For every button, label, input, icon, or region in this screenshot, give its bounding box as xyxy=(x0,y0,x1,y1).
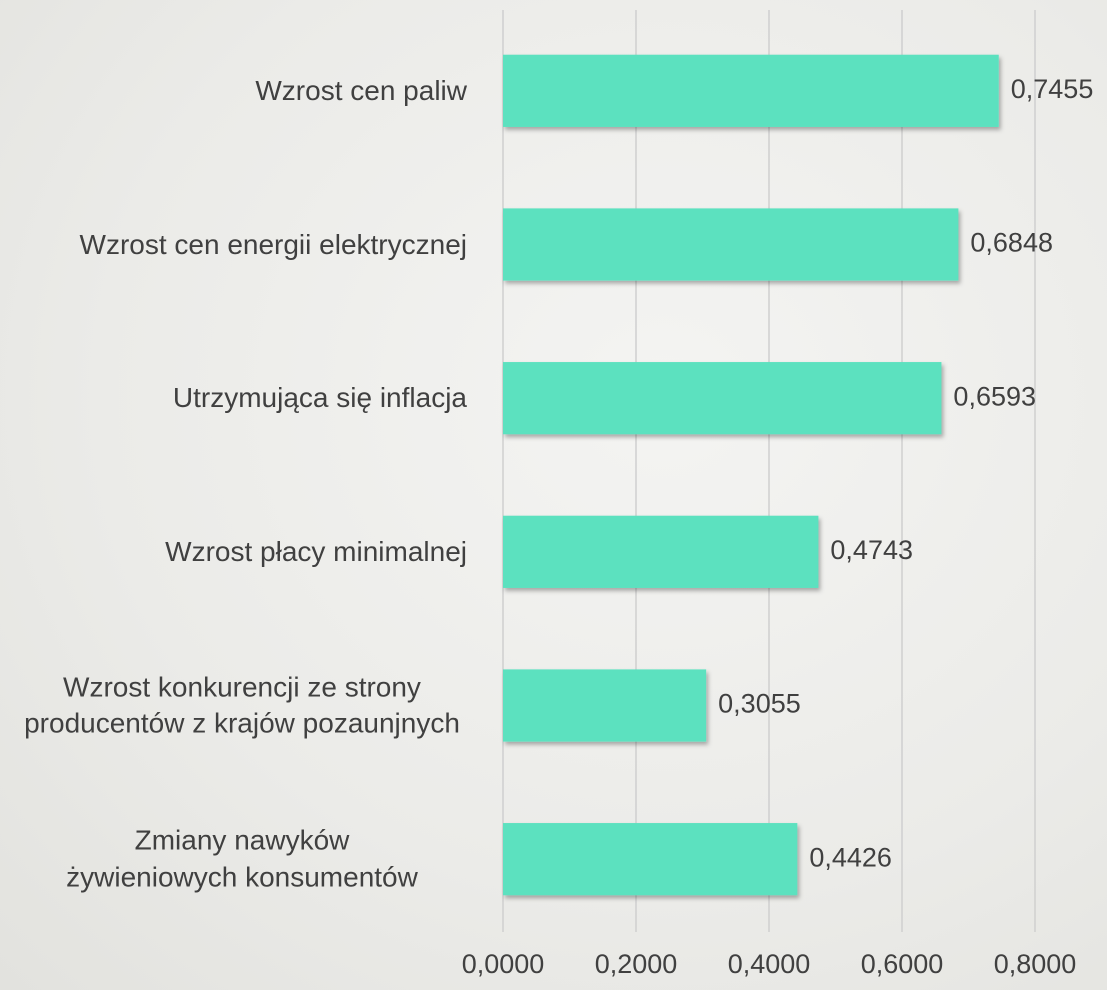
bar xyxy=(503,669,706,741)
x-tick-label: 0,6000 xyxy=(861,949,944,979)
bar xyxy=(503,208,958,280)
y-tick-label: Wzrost cen energii elektrycznej xyxy=(80,226,467,262)
category-label-box: Wzrost cen energii elektrycznej xyxy=(7,226,467,262)
category-label-box: Wzrost płacy minimalnej xyxy=(7,534,467,570)
bar xyxy=(503,55,999,127)
value-label: 0,6593 xyxy=(953,381,1036,411)
y-tick-label: Wzrost płacy minimalnej xyxy=(165,534,467,570)
x-tick-label: 0,2000 xyxy=(595,949,678,979)
value-label: 0,6848 xyxy=(970,228,1053,258)
chart: 0,0000 0,2000 0,4000 0,6000 0,8000 0,7455 0,68… xyxy=(0,0,1107,990)
value-label: 0,7455 xyxy=(1011,74,1094,104)
category-label-box: Zmiany nawyków żywieniowych konsumentów xyxy=(7,823,467,896)
value-label: 0,4426 xyxy=(809,842,892,872)
value-label: 0,3055 xyxy=(718,689,801,719)
x-tick-label: 0,0000 xyxy=(462,949,545,979)
bar xyxy=(503,516,818,588)
x-tick-label: 0,4000 xyxy=(728,949,811,979)
category-label-box: Wzrost konkurencji ze strony producentów… xyxy=(7,669,467,742)
y-tick-label: Wzrost konkurencji ze strony producentów… xyxy=(17,669,467,742)
y-tick-label: Utrzymująca się inflacja xyxy=(173,380,467,416)
category-label-box: Wzrost cen paliw xyxy=(7,73,467,109)
bar xyxy=(503,362,941,434)
x-tick-label: 0,8000 xyxy=(994,949,1077,979)
value-label: 0,4743 xyxy=(830,535,913,565)
y-tick-label: Zmiany nawyków żywieniowych konsumentów xyxy=(17,823,467,896)
bar xyxy=(503,823,797,895)
y-tick-label: Wzrost cen paliw xyxy=(255,73,467,109)
category-label-box: Utrzymująca się inflacja xyxy=(7,380,467,416)
